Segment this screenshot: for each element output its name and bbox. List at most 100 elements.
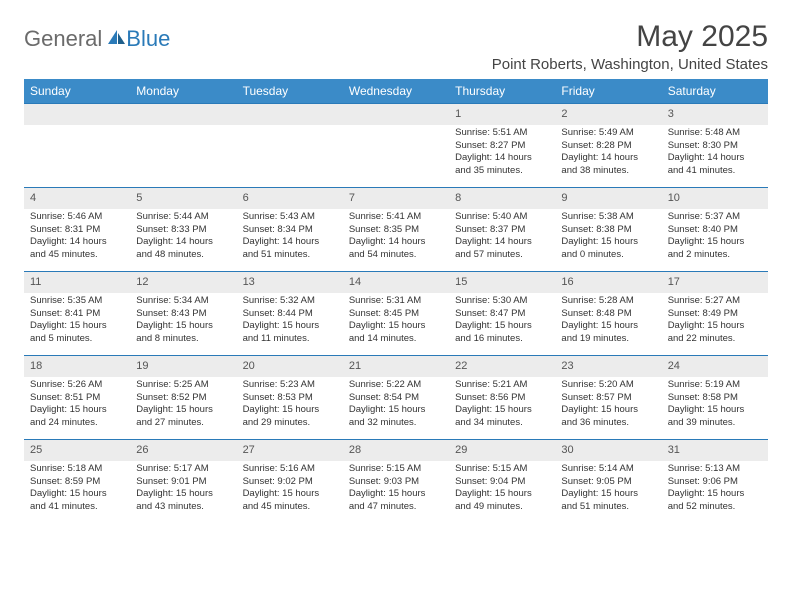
logo-text-general: General (24, 26, 102, 52)
calendar-cell: 1Sunrise: 5:51 AMSunset: 8:27 PMDaylight… (449, 103, 555, 187)
calendar-cell: 6Sunrise: 5:43 AMSunset: 8:34 PMDaylight… (237, 187, 343, 271)
day-number: 1 (449, 103, 555, 125)
day-details: Sunrise: 5:22 AMSunset: 8:54 PMDaylight:… (343, 377, 449, 434)
calendar-cell: 27Sunrise: 5:16 AMSunset: 9:02 PMDayligh… (237, 439, 343, 523)
logo: General Blue (24, 26, 170, 52)
day-details: Sunrise: 5:40 AMSunset: 8:37 PMDaylight:… (449, 209, 555, 266)
calendar-cell: 12Sunrise: 5:34 AMSunset: 8:43 PMDayligh… (130, 271, 236, 355)
page-title: May 2025 (492, 20, 768, 54)
calendar-cell: 10Sunrise: 5:37 AMSunset: 8:40 PMDayligh… (662, 187, 768, 271)
day-details: Sunrise: 5:41 AMSunset: 8:35 PMDaylight:… (343, 209, 449, 266)
day-details: Sunrise: 5:15 AMSunset: 9:04 PMDaylight:… (449, 461, 555, 518)
calendar-cell: 25Sunrise: 5:18 AMSunset: 8:59 PMDayligh… (24, 439, 130, 523)
day-details: Sunrise: 5:14 AMSunset: 9:05 PMDaylight:… (555, 461, 661, 518)
day-details: Sunrise: 5:37 AMSunset: 8:40 PMDaylight:… (662, 209, 768, 266)
calendar-cell: 31Sunrise: 5:13 AMSunset: 9:06 PMDayligh… (662, 439, 768, 523)
day-number: 4 (24, 187, 130, 209)
location-text: Point Roberts, Washington, United States (492, 56, 768, 73)
calendar-cell: 30Sunrise: 5:14 AMSunset: 9:05 PMDayligh… (555, 439, 661, 523)
day-number: 10 (662, 187, 768, 209)
day-details: Sunrise: 5:44 AMSunset: 8:33 PMDaylight:… (130, 209, 236, 266)
calendar-cell: 8Sunrise: 5:40 AMSunset: 8:37 PMDaylight… (449, 187, 555, 271)
calendar-table: SundayMondayTuesdayWednesdayThursdayFrid… (24, 79, 768, 523)
calendar-cell: 28Sunrise: 5:15 AMSunset: 9:03 PMDayligh… (343, 439, 449, 523)
day-details: Sunrise: 5:27 AMSunset: 8:49 PMDaylight:… (662, 293, 768, 350)
calendar-cell: 17Sunrise: 5:27 AMSunset: 8:49 PMDayligh… (662, 271, 768, 355)
calendar-cell: 14Sunrise: 5:31 AMSunset: 8:45 PMDayligh… (343, 271, 449, 355)
day-number: 31 (662, 439, 768, 461)
day-details: Sunrise: 5:26 AMSunset: 8:51 PMDaylight:… (24, 377, 130, 434)
day-number: 5 (130, 187, 236, 209)
calendar-cell: 18Sunrise: 5:26 AMSunset: 8:51 PMDayligh… (24, 355, 130, 439)
day-details: Sunrise: 5:17 AMSunset: 9:01 PMDaylight:… (130, 461, 236, 518)
day-details: Sunrise: 5:32 AMSunset: 8:44 PMDaylight:… (237, 293, 343, 350)
column-header: Saturday (662, 79, 768, 103)
day-details: Sunrise: 5:25 AMSunset: 8:52 PMDaylight:… (130, 377, 236, 434)
day-details: Sunrise: 5:30 AMSunset: 8:47 PMDaylight:… (449, 293, 555, 350)
calendar-cell: 15Sunrise: 5:30 AMSunset: 8:47 PMDayligh… (449, 271, 555, 355)
day-number: 24 (662, 355, 768, 377)
day-details: Sunrise: 5:31 AMSunset: 8:45 PMDaylight:… (343, 293, 449, 350)
day-number: 8 (449, 187, 555, 209)
day-number: 26 (130, 439, 236, 461)
calendar-cell (343, 103, 449, 187)
day-details: Sunrise: 5:19 AMSunset: 8:58 PMDaylight:… (662, 377, 768, 434)
day-number: 9 (555, 187, 661, 209)
day-number: 21 (343, 355, 449, 377)
calendar-cell: 29Sunrise: 5:15 AMSunset: 9:04 PMDayligh… (449, 439, 555, 523)
calendar-cell: 11Sunrise: 5:35 AMSunset: 8:41 PMDayligh… (24, 271, 130, 355)
calendar-cell: 26Sunrise: 5:17 AMSunset: 9:01 PMDayligh… (130, 439, 236, 523)
day-number: 14 (343, 271, 449, 293)
calendar-cell: 4Sunrise: 5:46 AMSunset: 8:31 PMDaylight… (24, 187, 130, 271)
calendar-cell: 22Sunrise: 5:21 AMSunset: 8:56 PMDayligh… (449, 355, 555, 439)
calendar-cell: 7Sunrise: 5:41 AMSunset: 8:35 PMDaylight… (343, 187, 449, 271)
day-number: 17 (662, 271, 768, 293)
day-number: 7 (343, 187, 449, 209)
day-number: 13 (237, 271, 343, 293)
day-details: Sunrise: 5:51 AMSunset: 8:27 PMDaylight:… (449, 125, 555, 182)
calendar-cell: 16Sunrise: 5:28 AMSunset: 8:48 PMDayligh… (555, 271, 661, 355)
calendar-cell: 13Sunrise: 5:32 AMSunset: 8:44 PMDayligh… (237, 271, 343, 355)
calendar-cell: 21Sunrise: 5:22 AMSunset: 8:54 PMDayligh… (343, 355, 449, 439)
day-number: 23 (555, 355, 661, 377)
day-number: 15 (449, 271, 555, 293)
calendar-cell: 3Sunrise: 5:48 AMSunset: 8:30 PMDaylight… (662, 103, 768, 187)
day-details: Sunrise: 5:20 AMSunset: 8:57 PMDaylight:… (555, 377, 661, 434)
day-number: 27 (237, 439, 343, 461)
day-number: 6 (237, 187, 343, 209)
logo-sail-icon (106, 28, 126, 51)
calendar-cell: 20Sunrise: 5:23 AMSunset: 8:53 PMDayligh… (237, 355, 343, 439)
day-details: Sunrise: 5:46 AMSunset: 8:31 PMDaylight:… (24, 209, 130, 266)
day-details: Sunrise: 5:48 AMSunset: 8:30 PMDaylight:… (662, 125, 768, 182)
column-header: Tuesday (237, 79, 343, 103)
day-number: 22 (449, 355, 555, 377)
calendar-cell (130, 103, 236, 187)
column-header: Wednesday (343, 79, 449, 103)
day-details: Sunrise: 5:16 AMSunset: 9:02 PMDaylight:… (237, 461, 343, 518)
day-details: Sunrise: 5:35 AMSunset: 8:41 PMDaylight:… (24, 293, 130, 350)
day-number: 16 (555, 271, 661, 293)
day-number: 12 (130, 271, 236, 293)
column-header: Sunday (24, 79, 130, 103)
day-number: 18 (24, 355, 130, 377)
column-header: Monday (130, 79, 236, 103)
calendar-cell (24, 103, 130, 187)
day-details: Sunrise: 5:34 AMSunset: 8:43 PMDaylight:… (130, 293, 236, 350)
column-header: Friday (555, 79, 661, 103)
calendar-cell: 5Sunrise: 5:44 AMSunset: 8:33 PMDaylight… (130, 187, 236, 271)
day-details: Sunrise: 5:15 AMSunset: 9:03 PMDaylight:… (343, 461, 449, 518)
logo-text-blue: Blue (126, 26, 170, 52)
calendar-cell: 9Sunrise: 5:38 AMSunset: 8:38 PMDaylight… (555, 187, 661, 271)
day-number: 19 (130, 355, 236, 377)
day-details: Sunrise: 5:23 AMSunset: 8:53 PMDaylight:… (237, 377, 343, 434)
day-details: Sunrise: 5:43 AMSunset: 8:34 PMDaylight:… (237, 209, 343, 266)
day-details: Sunrise: 5:13 AMSunset: 9:06 PMDaylight:… (662, 461, 768, 518)
day-details: Sunrise: 5:38 AMSunset: 8:38 PMDaylight:… (555, 209, 661, 266)
day-number: 25 (24, 439, 130, 461)
day-number: 30 (555, 439, 661, 461)
day-number: 11 (24, 271, 130, 293)
calendar-cell (237, 103, 343, 187)
day-number: 29 (449, 439, 555, 461)
calendar-cell: 19Sunrise: 5:25 AMSunset: 8:52 PMDayligh… (130, 355, 236, 439)
day-details: Sunrise: 5:49 AMSunset: 8:28 PMDaylight:… (555, 125, 661, 182)
